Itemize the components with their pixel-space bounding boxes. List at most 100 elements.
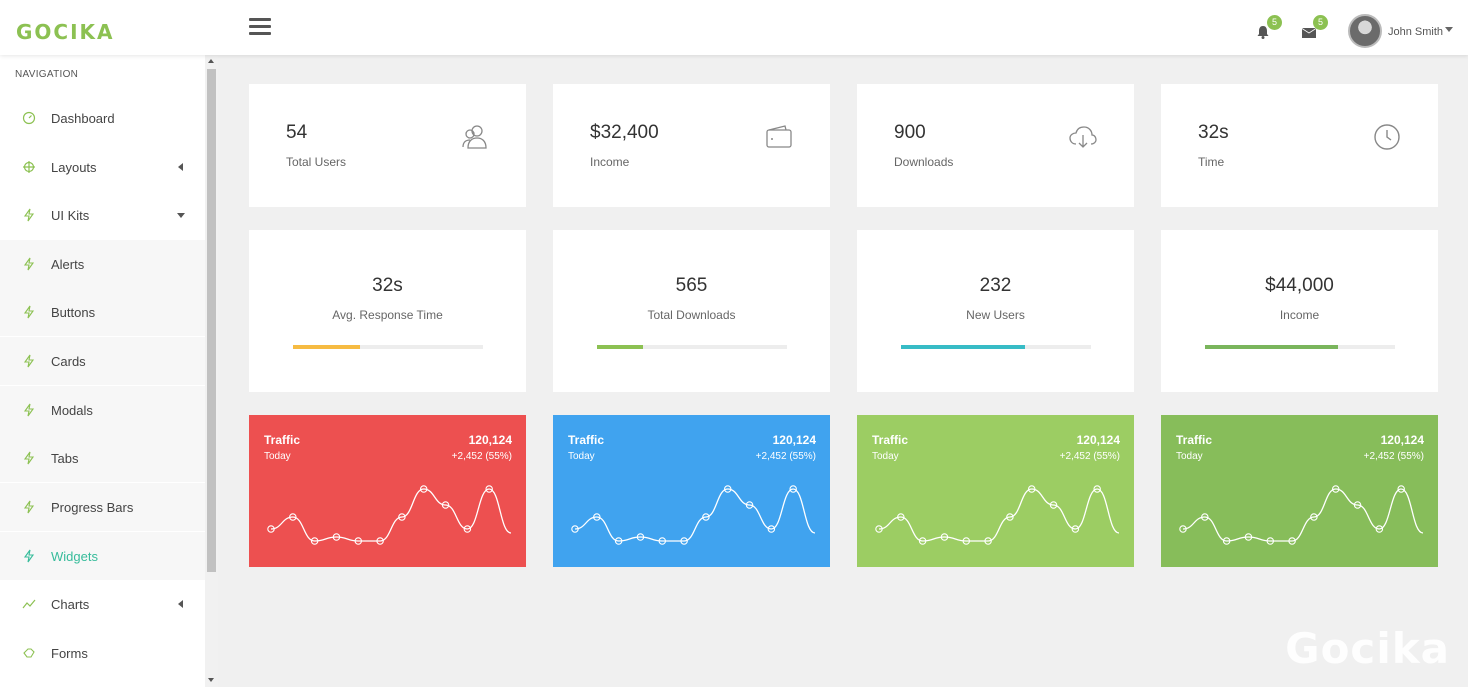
stat-value: 32s (1198, 122, 1229, 143)
sparkline-point (1201, 513, 1209, 521)
sparkline-point (1310, 513, 1318, 521)
sparkline-point (875, 525, 883, 533)
brand-logo[interactable]: GOCIKA (16, 20, 115, 44)
stat-card-downloads: 900 Downloads (857, 84, 1134, 207)
progress-bar (1205, 345, 1395, 349)
sidebar-item-ui-kits[interactable]: UI Kits (0, 191, 205, 239)
wallet-icon (766, 125, 792, 148)
progress-bar (597, 345, 787, 349)
user-name[interactable]: John Smith (1388, 26, 1444, 38)
sparkline-point (614, 537, 623, 545)
notifications-button[interactable]: 5 (1252, 15, 1282, 44)
sidebar-item-cards[interactable]: Cards (0, 337, 205, 385)
notifications-badge: 5 (1267, 15, 1282, 30)
messages-badge: 5 (1313, 15, 1328, 30)
progress-value: 232 (979, 275, 1012, 296)
sparkline-path (1182, 488, 1424, 542)
sparkline-point (745, 501, 754, 509)
sidebar-item-label: Forms (51, 645, 88, 661)
traffic-card-blue: Traffic Today 120,124 +2,452 (55%) (553, 415, 830, 567)
sparkline-point (1331, 485, 1340, 493)
progress-label: Income (1279, 308, 1320, 322)
bolt-icon (21, 450, 37, 466)
sparkline-point (1375, 525, 1384, 533)
nav-heading: NAVIGATION (15, 69, 79, 80)
sparkline-point (441, 501, 450, 509)
traffic-title: Traffic (264, 433, 301, 447)
user-avatar[interactable] (1348, 14, 1382, 48)
sidebar-item-label: Tabs (51, 450, 79, 466)
traffic-delta: +2,452 (55%) (451, 451, 512, 462)
progress-fill (293, 345, 360, 349)
scroll-up-icon[interactable] (208, 59, 214, 63)
sparkline-point (658, 537, 667, 545)
traffic-sparkline (875, 485, 1120, 545)
sparkline-point (332, 533, 341, 541)
sparkline-point (1093, 485, 1101, 493)
sparkline-point (723, 485, 732, 493)
sidebar-item-label: Layouts (51, 159, 97, 175)
sidebar-item-forms[interactable]: Forms (0, 629, 205, 677)
traffic-sparkline (267, 485, 512, 545)
scroll-down-icon[interactable] (208, 678, 214, 682)
bolt-icon (21, 256, 37, 272)
sparkline-point (680, 537, 688, 545)
stat-value: $32,400 (590, 122, 659, 143)
sparkline-point (354, 537, 363, 545)
scrollbar-thumb[interactable] (207, 69, 216, 572)
traffic-sparkline (571, 485, 816, 545)
users-icon (462, 125, 487, 149)
stat-label: Time (1198, 155, 1225, 169)
sparkline-point (376, 537, 384, 545)
menu-toggle-icon[interactable] (249, 18, 271, 36)
sparkline-path (270, 488, 512, 542)
stat-label: Income (590, 155, 630, 169)
sidebar-item-charts[interactable]: Charts (0, 580, 205, 628)
sparkline-point (1288, 537, 1296, 545)
traffic-delta: +2,452 (55%) (1363, 451, 1424, 462)
traffic-period: Today (1176, 451, 1203, 462)
sparkline-point (1397, 485, 1405, 493)
stat-card-total-users: 54 Total Users (249, 84, 526, 207)
sidebar-item-dashboard[interactable]: Dashboard (0, 94, 205, 142)
progress-value: 32s (372, 275, 403, 296)
bolt-icon (21, 548, 37, 564)
messages-button[interactable]: 5 (1298, 15, 1328, 44)
traffic-title: Traffic (1176, 433, 1213, 447)
sparkline-point (767, 525, 776, 533)
sparkline-point (289, 513, 297, 521)
sidebar-scrollbar[interactable] (205, 55, 218, 687)
sidebar-item-tabs[interactable]: Tabs (0, 434, 205, 482)
traffic-delta: +2,452 (55%) (755, 451, 816, 462)
cloud-download-icon (1069, 126, 1097, 148)
sidebar-item-label: Cards (51, 353, 86, 369)
sidebar-item-modals[interactable]: Modals (0, 386, 205, 434)
bolt-icon (21, 207, 37, 223)
sparkline-point (571, 525, 579, 533)
stat-card-time: 32s Time (1161, 84, 1438, 207)
sidebar-item-label: Buttons (51, 304, 96, 320)
chevron-down-icon (177, 213, 185, 218)
user-menu-caret-icon[interactable] (1445, 27, 1453, 32)
traffic-value: 120,124 (772, 433, 816, 447)
sidebar-item-label: Widgets (51, 548, 98, 564)
sidebar-item-progress-bars[interactable]: Progress Bars (0, 483, 205, 531)
sidebar-item-label: Progress Bars (51, 499, 134, 515)
sidebar-item-layouts[interactable]: Layouts (0, 143, 205, 191)
sidebar-item-widgets[interactable]: Widgets (0, 532, 205, 580)
sparkline-point (310, 537, 319, 545)
sparkline-point (398, 513, 406, 521)
traffic-period: Today (264, 451, 291, 462)
sidebar: NAVIGATION Dashboard Layouts UI Kits Ale… (0, 55, 205, 687)
sparkline-point (419, 485, 428, 493)
stat-value: 54 (286, 122, 308, 143)
bolt-icon (21, 353, 37, 369)
sidebar-item-alerts[interactable]: Alerts (0, 240, 205, 288)
traffic-card-green: Traffic Today 120,124 +2,452 (55%) (857, 415, 1134, 567)
sparkline-path (574, 488, 816, 542)
sparkline-point (1222, 537, 1231, 545)
sparkline-point (918, 537, 927, 545)
sidebar-item-buttons[interactable]: Buttons (0, 288, 205, 336)
clock-icon (1374, 124, 1400, 150)
sparkline-point (962, 537, 971, 545)
